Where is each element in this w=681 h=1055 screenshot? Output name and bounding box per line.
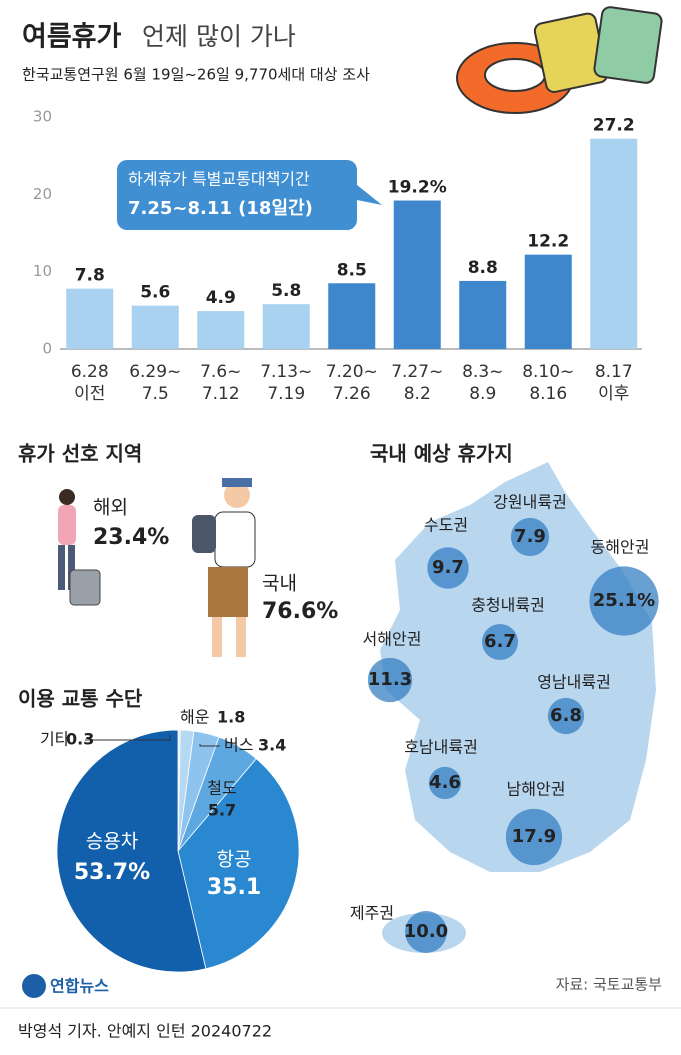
- slice-value: 53.7%: [74, 860, 150, 885]
- chart-title: 이용 교통 수단: [18, 687, 143, 711]
- region-name: 서해안권: [363, 630, 422, 649]
- bubble: [547, 697, 585, 735]
- bubble: [428, 766, 462, 800]
- x-tick-label: 8.17 이후: [595, 362, 633, 404]
- bubble: [589, 566, 659, 636]
- value-label: 8.8: [468, 258, 498, 278]
- value-label: 5.6: [140, 283, 170, 303]
- value-label: 7.8: [75, 266, 105, 286]
- bubble: [405, 911, 447, 953]
- slice-value: 35.1: [207, 875, 261, 900]
- leader-line: [85, 735, 171, 741]
- value-label: 4.9: [206, 288, 236, 308]
- bubble: [505, 808, 563, 866]
- region-name: 수도권: [424, 516, 468, 535]
- subtitle: 한국교통연구원 6월 19일~26일 9,770세대 대상 조사: [22, 66, 370, 84]
- y-tick-label: 30: [33, 108, 52, 126]
- bar: [131, 305, 179, 349]
- region-name: 호남내륙권: [404, 738, 478, 757]
- bubble-value: 11.3: [368, 669, 412, 690]
- slice-name: 항공: [217, 849, 252, 871]
- bubble: [510, 517, 550, 557]
- x-tick-label: 7.27~ 8.2: [391, 362, 443, 404]
- section-title: 휴가 선호 지역: [18, 442, 142, 466]
- region-name: 강원내륙권: [493, 493, 567, 512]
- x-tick-label: 8.3~ 8.9: [462, 362, 503, 404]
- region-name: 동해안권: [591, 538, 650, 557]
- region-name: 영남내륙권: [537, 673, 611, 692]
- annotation: 7.25~8.11 (18일간): [128, 198, 313, 219]
- bar: [262, 304, 310, 349]
- slice-name: 버스: [224, 736, 253, 755]
- title-rest: 언제 많이 가나: [142, 22, 296, 51]
- x-tick-label: 7.13~ 7.19: [260, 362, 312, 404]
- region-name: 제주권: [350, 904, 394, 923]
- slice-value: 3.4: [258, 736, 286, 755]
- bar: [590, 138, 638, 349]
- bubble-value: 9.7: [432, 557, 464, 578]
- value-label: 12.2: [527, 232, 569, 252]
- bubble-value: 25.1%: [593, 590, 655, 611]
- value-label: 19.2%: [388, 178, 447, 198]
- slice-name: 승용차: [86, 831, 138, 853]
- bubble-value: 6.8: [550, 705, 582, 726]
- bar: [524, 254, 572, 349]
- value-label: 8.5: [337, 260, 367, 280]
- bar: [328, 283, 376, 349]
- x-tick-label: 8.10~ 8.16: [522, 362, 574, 404]
- x-tick-label: 7.6~ 7.12: [200, 362, 241, 404]
- bubble-value: 4.6: [429, 772, 461, 793]
- credit: 박영석 기자. 안예지 인턴 20240722: [18, 1022, 272, 1041]
- bar: [66, 288, 114, 349]
- region-name: 충청내륙권: [471, 596, 545, 615]
- slice-name: 기타: [40, 730, 70, 749]
- pref-value: 23.4%: [93, 525, 169, 550]
- bar: [393, 200, 441, 349]
- bar: [459, 280, 507, 349]
- annotation: 하계휴가 특별교통대책기간: [128, 170, 310, 189]
- x-tick-label: 6.28 이전: [71, 362, 109, 404]
- slice-name: 철도: [207, 779, 236, 798]
- bubble-value: 6.7: [484, 631, 516, 652]
- y-tick-label: 10: [33, 262, 52, 280]
- region-name: 남해안권: [507, 780, 566, 799]
- pie-slice: [56, 729, 207, 973]
- illustration: [456, 6, 663, 114]
- value-label: 5.8: [271, 281, 301, 301]
- slice-value: 1.8: [217, 708, 245, 727]
- x-tick-label: 6.29~ 7.5: [129, 362, 181, 404]
- pref-value: 76.6%: [262, 599, 338, 624]
- source: 자료: 국토교통부: [556, 976, 663, 994]
- leader-line: [199, 744, 220, 747]
- pie-slice: [177, 758, 300, 970]
- slice-value: 5.7: [208, 801, 236, 820]
- bubble-value: 10.0: [404, 921, 448, 942]
- bubble: [481, 623, 519, 661]
- x-tick-label: 7.20~ 7.26: [326, 362, 378, 404]
- bubble-value: 7.9: [514, 526, 546, 547]
- slice-name: 해운: [180, 708, 209, 727]
- chart-title: 국내 예상 휴가지: [370, 442, 513, 466]
- logo-mark: [22, 974, 46, 998]
- bubble-value: 17.9: [512, 826, 556, 847]
- slice-value: 0.3: [66, 730, 94, 749]
- logo: 연합뉴스: [50, 977, 109, 996]
- pref-name: 국내: [262, 573, 297, 595]
- title: 여름휴가: [22, 22, 122, 53]
- value-label: 27.2: [593, 116, 635, 136]
- pref-name: 해외: [93, 497, 128, 519]
- bubble: [427, 547, 469, 589]
- callout: [117, 160, 382, 230]
- travelers: [58, 478, 256, 657]
- bar: [197, 311, 245, 349]
- bubble: [367, 657, 413, 703]
- y-tick-label: 0: [42, 340, 52, 358]
- y-tick-label: 20: [33, 185, 52, 203]
